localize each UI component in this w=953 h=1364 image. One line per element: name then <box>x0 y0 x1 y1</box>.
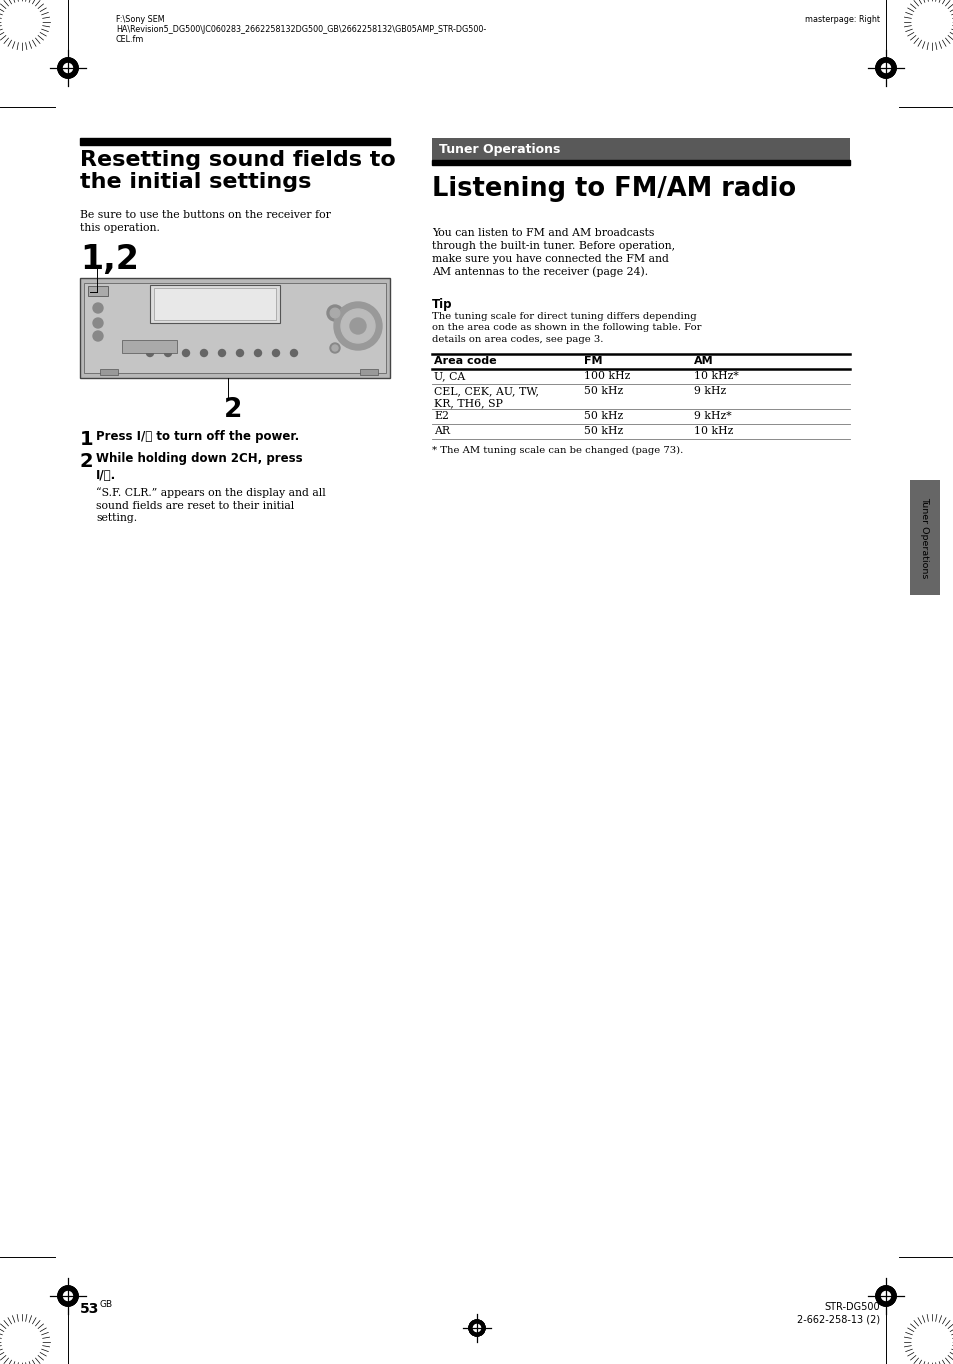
Circle shape <box>2 1 42 42</box>
Circle shape <box>330 342 339 353</box>
Text: You can listen to FM and AM broadcasts
through the built-in tuner. Before operat: You can listen to FM and AM broadcasts t… <box>432 228 675 277</box>
Text: 53: 53 <box>80 1303 99 1316</box>
Circle shape <box>58 59 78 78</box>
Circle shape <box>881 64 889 72</box>
Circle shape <box>218 349 225 356</box>
Text: STR-DG500
2-662-258-13 (2): STR-DG500 2-662-258-13 (2) <box>796 1303 879 1324</box>
Text: Be sure to use the buttons on the receiver for
this operation.: Be sure to use the buttons on the receiv… <box>80 210 331 233</box>
Text: The tuning scale for direct tuning differs depending
on the area code as shown i: The tuning scale for direct tuning diffe… <box>432 312 700 344</box>
Bar <box>909 480 939 595</box>
Bar <box>153 288 275 321</box>
Text: * The AM tuning scale can be changed (page 73).: * The AM tuning scale can be changed (pa… <box>432 446 682 456</box>
Circle shape <box>911 1 951 42</box>
Text: Tuner Operations: Tuner Operations <box>920 496 928 578</box>
Bar <box>432 160 849 165</box>
Text: 1: 1 <box>80 430 93 449</box>
Bar <box>80 138 390 145</box>
Circle shape <box>58 1286 78 1305</box>
Text: 9 kHz*: 9 kHz* <box>693 411 731 421</box>
Circle shape <box>330 308 339 318</box>
Circle shape <box>473 1324 480 1331</box>
Text: 2: 2 <box>80 451 93 471</box>
Circle shape <box>469 1320 484 1335</box>
Circle shape <box>147 349 153 356</box>
Circle shape <box>182 349 190 356</box>
Bar <box>432 138 849 160</box>
Bar <box>122 340 177 353</box>
Text: 1,2: 1,2 <box>80 243 139 276</box>
Text: 2: 2 <box>224 397 242 423</box>
Text: AR: AR <box>434 426 450 436</box>
Circle shape <box>92 318 103 327</box>
Text: E2: E2 <box>434 411 449 421</box>
Bar <box>80 278 390 378</box>
Circle shape <box>340 310 375 342</box>
Circle shape <box>291 349 297 356</box>
Text: Tip: Tip <box>432 297 452 311</box>
Text: Tuner Operations: Tuner Operations <box>438 143 559 157</box>
Text: HA\Revision5_DG500\JC060283_2662258132DG500_GB\2662258132\GB05AMP_STR-DG500-: HA\Revision5_DG500\JC060283_2662258132DG… <box>116 25 486 34</box>
Circle shape <box>92 331 103 341</box>
Text: masterpage: Right: masterpage: Right <box>804 15 879 25</box>
Bar <box>88 286 108 296</box>
Text: Press I/⏻ to turn off the power.: Press I/⏻ to turn off the power. <box>96 430 299 443</box>
Text: 10 kHz*: 10 kHz* <box>693 371 738 381</box>
Circle shape <box>875 1286 895 1305</box>
Text: 50 kHz: 50 kHz <box>583 386 622 396</box>
Text: CEL, CEK, AU, TW,
KR, TH6, SP: CEL, CEK, AU, TW, KR, TH6, SP <box>434 386 538 408</box>
Circle shape <box>2 1322 42 1363</box>
Circle shape <box>236 349 243 356</box>
Circle shape <box>273 349 279 356</box>
Text: Area code: Area code <box>434 356 497 366</box>
Circle shape <box>881 1292 889 1300</box>
Text: F:\Sony SEM: F:\Sony SEM <box>116 15 165 25</box>
Text: AM: AM <box>693 356 713 366</box>
Text: While holding down 2CH, press
I/⏻.: While holding down 2CH, press I/⏻. <box>96 451 302 481</box>
Text: GB: GB <box>100 1300 113 1309</box>
Text: Listening to FM/AM radio: Listening to FM/AM radio <box>432 176 796 202</box>
Text: CEL.fm: CEL.fm <box>116 35 144 44</box>
Bar <box>359 370 377 375</box>
Circle shape <box>347 330 353 336</box>
Text: FM: FM <box>583 356 602 366</box>
Text: Resetting sound fields to
the initial settings: Resetting sound fields to the initial se… <box>80 150 395 191</box>
Circle shape <box>345 327 355 338</box>
Bar <box>150 285 280 323</box>
Circle shape <box>164 349 172 356</box>
Circle shape <box>64 1292 72 1300</box>
Circle shape <box>332 345 337 351</box>
Circle shape <box>64 64 72 72</box>
Circle shape <box>875 59 895 78</box>
Circle shape <box>200 349 208 356</box>
Text: 50 kHz: 50 kHz <box>583 426 622 436</box>
Text: 9 kHz: 9 kHz <box>693 386 725 396</box>
Circle shape <box>254 349 261 356</box>
Bar <box>100 370 118 375</box>
Text: 10 kHz: 10 kHz <box>693 426 733 436</box>
Text: 50 kHz: 50 kHz <box>583 411 622 421</box>
Circle shape <box>92 303 103 312</box>
Bar <box>84 282 386 372</box>
Circle shape <box>327 306 343 321</box>
Text: U, CA: U, CA <box>434 371 465 381</box>
Circle shape <box>350 318 366 334</box>
Circle shape <box>911 1322 951 1363</box>
Text: “S.F. CLR.” appears on the display and all
sound fields are reset to their initi: “S.F. CLR.” appears on the display and a… <box>96 487 325 524</box>
Text: 100 kHz: 100 kHz <box>583 371 630 381</box>
Circle shape <box>334 301 381 351</box>
